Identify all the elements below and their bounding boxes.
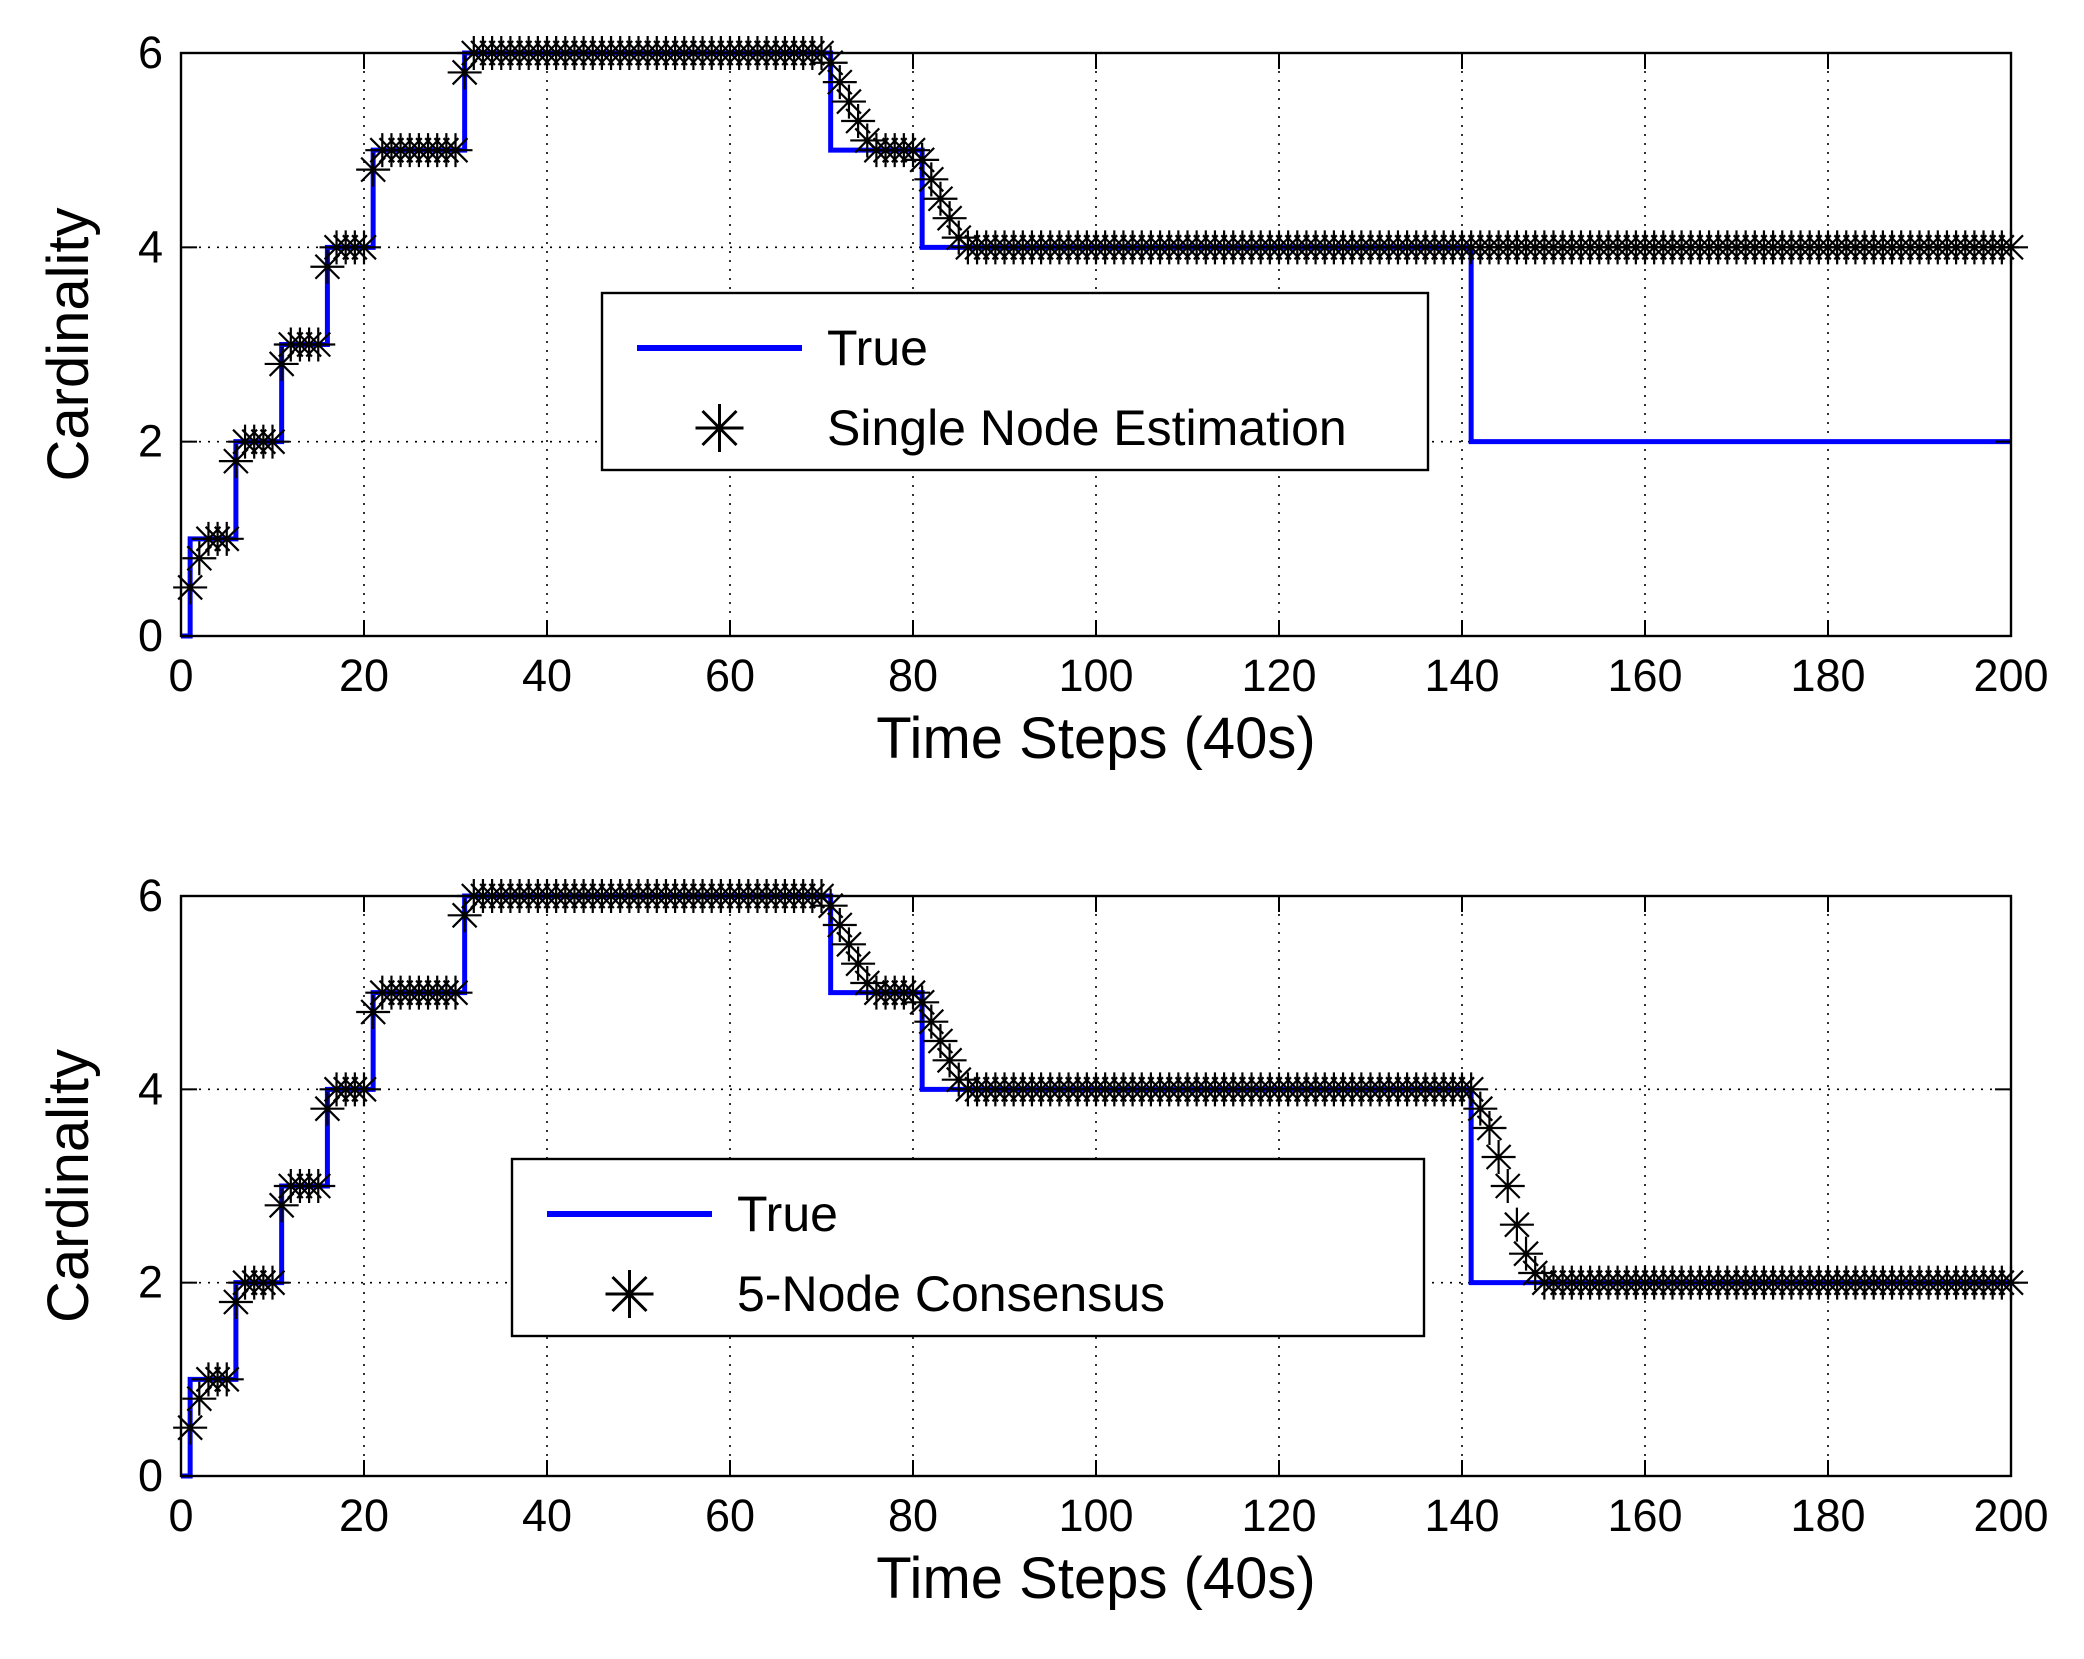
data-point-marker	[447, 55, 482, 90]
y-tick-label: 2	[138, 1257, 163, 1308]
data-point-marker	[1490, 1169, 1525, 1203]
legend: True 5-Node Consensus	[510, 1157, 1426, 1338]
x-tick-label: 100	[1058, 650, 1133, 701]
legend-marker-swatch	[605, 1270, 654, 1318]
data-point-marker	[822, 908, 857, 942]
x-tick-label: 0	[168, 1490, 193, 1541]
data-point-marker	[923, 181, 958, 216]
data-point-marker	[264, 346, 299, 381]
y-axis-label: Cardinality	[36, 208, 101, 482]
legend-box	[600, 291, 1430, 472]
data-point-marker	[914, 162, 949, 197]
series-true-line	[181, 50, 2011, 639]
data-point-marker	[173, 1410, 208, 1445]
x-tick-label: 80	[888, 1490, 938, 1541]
data-point-marker	[182, 1381, 217, 1416]
data-point-marker	[301, 1169, 336, 1203]
bottom-subplot: 0 20 40 60 80 100 120 140 160 180 200 0 2 4 6 Time Step…	[36, 870, 2049, 1611]
y-tick-label: 0	[138, 1450, 163, 1501]
x-tick-label: 80	[888, 650, 938, 701]
x-tick-label: 120	[1241, 650, 1316, 701]
x-axis-label: Time Steps (40s)	[876, 706, 1315, 771]
legend-marker-swatch	[695, 404, 744, 452]
data-point-marker	[822, 65, 857, 100]
legend-label: True	[737, 1186, 838, 1242]
data-point-marker	[438, 975, 473, 1010]
data-point-marker	[356, 995, 391, 1029]
data-point-marker	[1509, 1236, 1544, 1271]
x-tick-label: 120	[1241, 1490, 1316, 1541]
data-point-marker	[1481, 1140, 1516, 1174]
x-tick-label: 40	[522, 650, 572, 701]
x-tick-label: 180	[1790, 650, 1865, 701]
data-point-marker	[356, 152, 391, 187]
data-point-marker	[831, 927, 866, 962]
data-point-marker	[301, 327, 336, 362]
y-tick-label: 6	[138, 27, 163, 78]
data-point-marker	[255, 1265, 290, 1300]
x-tick-label: 100	[1058, 1490, 1133, 1541]
y-tick-label: 4	[138, 221, 163, 272]
data-point-marker	[209, 1362, 244, 1397]
y-axis-label: Cardinality	[36, 1049, 101, 1323]
legend-label: Single Node Estimation	[827, 400, 1347, 456]
x-tick-label: 20	[339, 1490, 389, 1541]
data-point-marker	[1472, 1111, 1507, 1145]
data-point-marker	[1454, 1072, 1489, 1107]
x-tick-label: 20	[339, 650, 389, 701]
data-point-marker	[182, 541, 217, 576]
x-tick-label: 40	[522, 1490, 572, 1541]
data-point-marker	[914, 1004, 949, 1039]
y-tick-label: 4	[138, 1063, 163, 1114]
series-true-line	[181, 893, 2011, 1479]
legend-box	[510, 1157, 1426, 1338]
data-point-marker	[831, 84, 866, 119]
data-point-marker	[447, 898, 482, 933]
data-point-marker	[1499, 1207, 1534, 1242]
x-axis-label: Time Steps (40s)	[876, 1546, 1315, 1611]
x-tick-label: 160	[1607, 650, 1682, 701]
data-point-marker	[173, 570, 208, 605]
x-tick-label: 0	[168, 650, 193, 701]
top-subplot: 0 20 40 60 80 100 120 140 160 180 200 0 2 4 6 Time Step…	[36, 27, 2049, 771]
x-tick-label: 140	[1424, 1490, 1499, 1541]
data-point-marker	[218, 444, 253, 479]
data-point-marker	[923, 1024, 958, 1058]
data-point-marker	[1463, 1091, 1498, 1126]
y-tick-label: 6	[138, 870, 163, 921]
x-tick-label: 60	[705, 1490, 755, 1541]
data-point-marker	[218, 1285, 253, 1319]
data-point-marker	[813, 888, 848, 923]
data-point-marker	[264, 1188, 299, 1223]
y-tick-label: 2	[138, 416, 163, 467]
x-tick-label: 160	[1607, 1490, 1682, 1541]
legend: True Single Node Estimation	[600, 291, 1430, 472]
data-point-marker	[841, 946, 876, 981]
series-estimate-markers	[173, 36, 2028, 605]
y-tick-label: 0	[138, 610, 163, 661]
x-tick-label: 200	[1973, 650, 2048, 701]
data-point-marker	[310, 1091, 345, 1126]
data-point-marker	[905, 985, 940, 1020]
x-tick-label: 200	[1973, 1490, 2048, 1541]
data-point-marker	[209, 521, 244, 556]
data-point-marker	[347, 230, 381, 265]
legend-label: 5-Node Consensus	[737, 1266, 1165, 1322]
x-tick-label: 180	[1790, 1490, 1865, 1541]
x-tick-label: 140	[1424, 650, 1499, 701]
data-point-marker	[255, 424, 290, 459]
data-point-marker	[813, 45, 848, 80]
data-point-marker	[310, 249, 345, 284]
data-point-marker	[932, 1043, 967, 1078]
data-point-marker	[841, 104, 876, 139]
data-point-marker	[438, 133, 473, 168]
x-tick-label: 60	[705, 650, 755, 701]
data-point-marker	[347, 1072, 381, 1107]
data-point-marker	[932, 201, 967, 236]
legend-label: True	[827, 320, 928, 376]
data-point-marker	[905, 142, 940, 177]
